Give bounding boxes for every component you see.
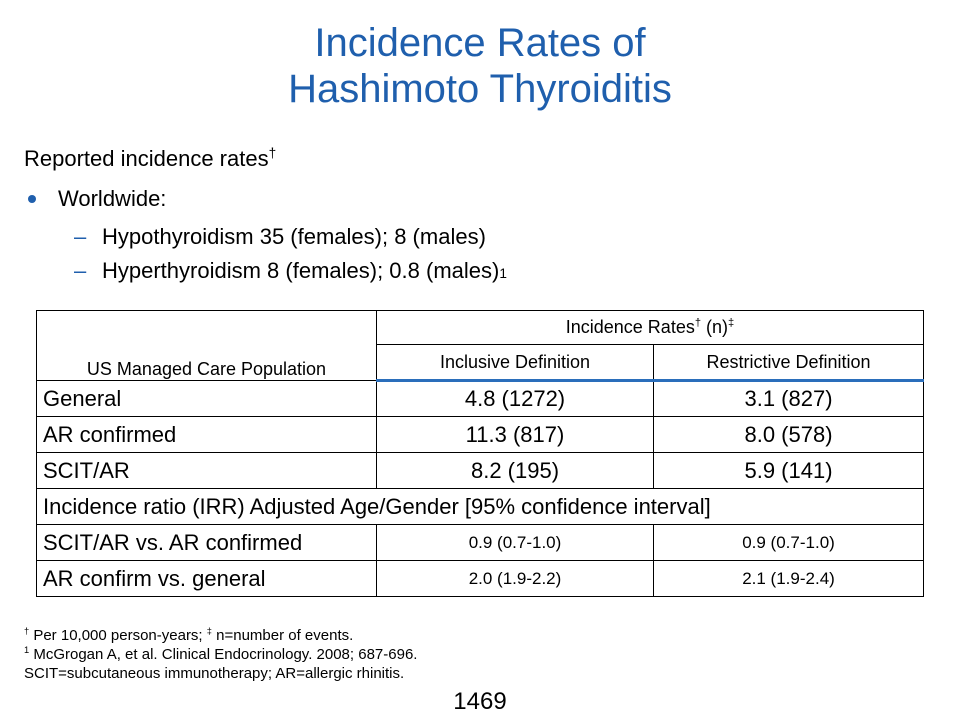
table-header-row: US Managed Care Population Incidence Rat… — [36, 310, 925, 381]
inclusive-value: 0.9 (0.7-1.0) — [376, 524, 654, 561]
rates-header-text: Incidence Rates — [565, 317, 695, 337]
inclusive-value: 4.8 (1272) — [376, 380, 654, 417]
section-heading-text: Reported incidence rates — [24, 146, 269, 171]
footnote-1-text: Per 10,000 person-years; — [29, 627, 207, 644]
dagger-mark: † — [268, 145, 277, 161]
inclusive-value: 8.2 (195) — [376, 452, 654, 489]
restrictive-value: 3.1 (827) — [652, 380, 925, 417]
rates-header-n: (n) — [701, 317, 729, 337]
table-row: AR confirm vs. general 2.0 (1.9-2.2) 2.1… — [36, 560, 925, 597]
dagger-mark: † — [24, 626, 30, 636]
table-subheader-row: Inclusive Definition Restrictive Definit… — [37, 344, 925, 382]
irr-header: Incidence ratio (IRR) Adjusted Age/Gende… — [35, 488, 925, 525]
page-number: 1469 — [453, 688, 507, 715]
row-label: AR confirmed — [36, 416, 377, 453]
rates-header: Incidence Rates† (n)‡ — [375, 310, 925, 345]
incidence-table: US Managed Care Population Incidence Rat… — [35, 310, 925, 597]
footnote-2-text: McGrogan A, et al. Clinical Endocrinolog… — [29, 646, 418, 663]
slide-title: Incidence Rates of Hashimoto Thyroiditis — [0, 20, 960, 112]
restrictive-value: 0.9 (0.7-1.0) — [652, 524, 925, 561]
restrictive-value: 5.9 (141) — [652, 452, 925, 489]
slide-title-line-2: Hashimoto Thyroiditis — [288, 67, 672, 111]
footnotes: † Per 10,000 person-years; ‡ n=number of… — [24, 626, 417, 683]
restrictive-value: 2.1 (1.9-2.4) — [652, 560, 925, 597]
reference-mark: 1 — [24, 645, 30, 655]
footnote-2: 1 McGrogan A, et al. Clinical Endocrinol… — [24, 645, 417, 664]
double-dagger-mark: ‡ — [206, 626, 212, 636]
table-row: AR confirmed 11.3 (817) 8.0 (578) — [36, 416, 925, 453]
bullet-label: Worldwide: — [58, 186, 167, 211]
subitem-text: Hypothyroidism 35 (females); 8 (males) — [102, 224, 486, 249]
footnote-1: † Per 10,000 person-years; ‡ n=number of… — [24, 626, 417, 645]
footnote-3: SCIT=subcutaneous immunotherapy; AR=alle… — [24, 664, 417, 683]
row-label: SCIT/AR — [36, 452, 377, 489]
row-label: SCIT/AR vs. AR confirmed — [36, 524, 377, 561]
slide-title-line-1: Incidence Rates of — [314, 21, 646, 65]
dagger-mark: † — [694, 317, 702, 329]
irr-header-row: Incidence ratio (IRR) Adjusted Age/Gende… — [35, 488, 925, 525]
table-row: SCIT/AR vs. AR confirmed 0.9 (0.7-1.0) 0… — [36, 524, 925, 561]
subitem-hypothyroidism: – Hypothyroidism 35 (females); 8 (males) — [74, 224, 486, 250]
row-label: General — [36, 380, 377, 417]
population-header: US Managed Care Population — [36, 310, 377, 381]
inclusive-value: 11.3 (817) — [376, 416, 654, 453]
section-heading: Reported incidence rates† — [24, 146, 276, 172]
table-row: General 4.8 (1272) 3.1 (827) — [36, 380, 925, 417]
bullet-dot-icon — [28, 195, 36, 203]
bullet-worldwide: Worldwide: — [24, 186, 166, 212]
table-row: SCIT/AR 8.2 (195) 5.9 (141) — [36, 452, 925, 489]
footnote-3-text: SCIT=subcutaneous immunotherapy; AR=alle… — [24, 665, 405, 682]
col-restrictive-header: Restrictive Definition — [652, 344, 925, 382]
col-inclusive-header: Inclusive Definition — [376, 344, 654, 382]
inclusive-value: 2.0 (1.9-2.2) — [376, 560, 654, 597]
row-label: AR confirm vs. general — [36, 560, 377, 597]
subitem-text: Hyperthyroidism 8 (females); 0.8 (males) — [102, 258, 500, 283]
footnote-1-text-2: n=number of events. — [211, 627, 354, 644]
dash-icon: – — [74, 258, 87, 283]
dash-icon: – — [74, 224, 87, 249]
subitem-hyperthyroidism: – Hyperthyroidism 8 (females); 0.8 (male… — [74, 258, 507, 283]
double-dagger-mark: ‡ — [728, 317, 735, 329]
restrictive-value: 8.0 (578) — [652, 416, 925, 453]
